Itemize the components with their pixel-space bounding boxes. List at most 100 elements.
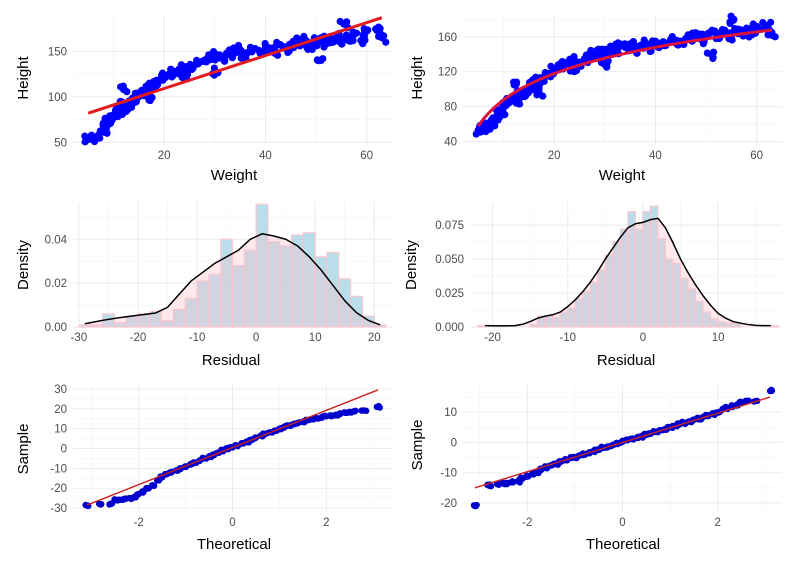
y-axis-label: Height <box>15 55 32 99</box>
data-point <box>476 127 484 135</box>
data-point <box>489 118 497 126</box>
histogram-bar <box>149 311 163 328</box>
x-axis-label: Weight <box>599 167 646 184</box>
data-point <box>533 91 541 99</box>
plot-area <box>463 12 782 145</box>
y-tick-label: 0.075 <box>435 220 464 232</box>
data-point <box>547 62 555 70</box>
data-point <box>376 24 384 33</box>
data-point <box>360 407 367 414</box>
data-point <box>374 32 383 41</box>
y-tick-label: 150 <box>48 46 67 58</box>
y-axis-label: Density <box>15 239 32 290</box>
x-tick-label: 40 <box>259 150 272 162</box>
x-tick-label: 0 <box>229 517 235 529</box>
x-tick-label: -2 <box>134 517 144 529</box>
data-point <box>359 31 367 39</box>
data-point <box>648 37 657 45</box>
data-point <box>234 41 243 50</box>
y-tick-label: 80 <box>444 102 457 114</box>
density-area <box>485 218 771 327</box>
plot-area <box>470 202 782 328</box>
data-point <box>360 25 368 33</box>
data-point <box>313 42 321 50</box>
x-tick-label: 20 <box>548 150 561 162</box>
panel-log-fit-scatter: Weight Height 20 40 60 40 80 120 160 <box>409 12 782 184</box>
data-point <box>189 64 197 72</box>
y-tick-label: 0 <box>451 437 457 449</box>
x-tick-label: -10 <box>189 332 206 344</box>
data-point <box>709 48 718 56</box>
y-axis-label: Density <box>403 239 420 290</box>
x-tick-label: 2 <box>323 517 329 529</box>
data-point <box>375 402 382 410</box>
y-tick-label: 10 <box>444 407 457 419</box>
x-axis-label: Theoretical <box>586 536 660 553</box>
data-point <box>95 500 103 507</box>
x-tick-label: -20 <box>130 332 147 344</box>
y-tick-label: 30 <box>54 384 67 396</box>
y-tick-label: 0.025 <box>435 288 464 300</box>
y-tick-label: -10 <box>50 463 67 475</box>
data-point <box>202 58 210 66</box>
y-tick-label: 40 <box>444 137 457 149</box>
data-point <box>255 47 263 55</box>
data-point <box>709 54 717 63</box>
data-point <box>313 56 321 64</box>
data-point <box>768 387 775 395</box>
x-tick-label: 0 <box>253 332 259 344</box>
data-point <box>558 57 566 66</box>
y-axis-label: Sample <box>15 424 32 475</box>
y-tick-label: 160 <box>438 32 457 44</box>
x-tick-label: 40 <box>649 150 662 162</box>
x-tick-label: 10 <box>309 332 322 344</box>
data-point <box>123 88 131 96</box>
data-point <box>382 38 390 46</box>
data-point <box>497 105 505 113</box>
density-curve <box>485 217 771 327</box>
data-point <box>320 413 328 420</box>
x-axis-label: Weight <box>211 167 258 184</box>
data-point <box>629 38 637 46</box>
data-point <box>119 496 126 504</box>
data-point <box>92 135 100 143</box>
fit-line <box>87 16 383 115</box>
histogram-bar <box>770 325 779 328</box>
plot-area <box>73 202 392 328</box>
x-tick-label: -20 <box>484 332 501 344</box>
data-point <box>162 73 170 81</box>
panel-linear-fit-scatter: Weight Height 20 40 60 50 100 150 <box>15 15 392 184</box>
data-point <box>106 119 115 127</box>
data-point <box>139 489 147 496</box>
y-tick-label: 10 <box>54 424 67 436</box>
data-point <box>148 482 156 489</box>
data-point <box>749 20 757 28</box>
y-axis-label: Sample <box>409 420 426 471</box>
data-point <box>472 502 480 510</box>
data-point <box>692 29 700 37</box>
data-point <box>602 45 610 53</box>
data-point <box>118 110 126 119</box>
y-tick-label: 0.050 <box>435 254 464 266</box>
qq-reference-line <box>86 389 379 506</box>
data-point <box>81 132 89 140</box>
y-tick-label: -20 <box>50 483 67 495</box>
x-tick-label: -10 <box>559 332 576 344</box>
data-point <box>570 53 578 61</box>
data-point <box>617 40 625 48</box>
x-tick-label: 0 <box>619 517 625 529</box>
x-tick-label: -30 <box>71 332 88 344</box>
plot-area <box>73 385 392 512</box>
density-curve <box>84 233 381 326</box>
data-point <box>603 63 611 71</box>
data-point <box>633 42 641 51</box>
histogram-bar <box>476 325 486 328</box>
data-point <box>319 55 327 63</box>
y-tick-label: 0.02 <box>45 278 67 290</box>
data-point <box>759 18 767 27</box>
data-point <box>228 54 236 62</box>
data-point <box>553 64 561 72</box>
x-tick-label: 20 <box>368 332 381 344</box>
x-tick-label: -2 <box>522 517 532 529</box>
